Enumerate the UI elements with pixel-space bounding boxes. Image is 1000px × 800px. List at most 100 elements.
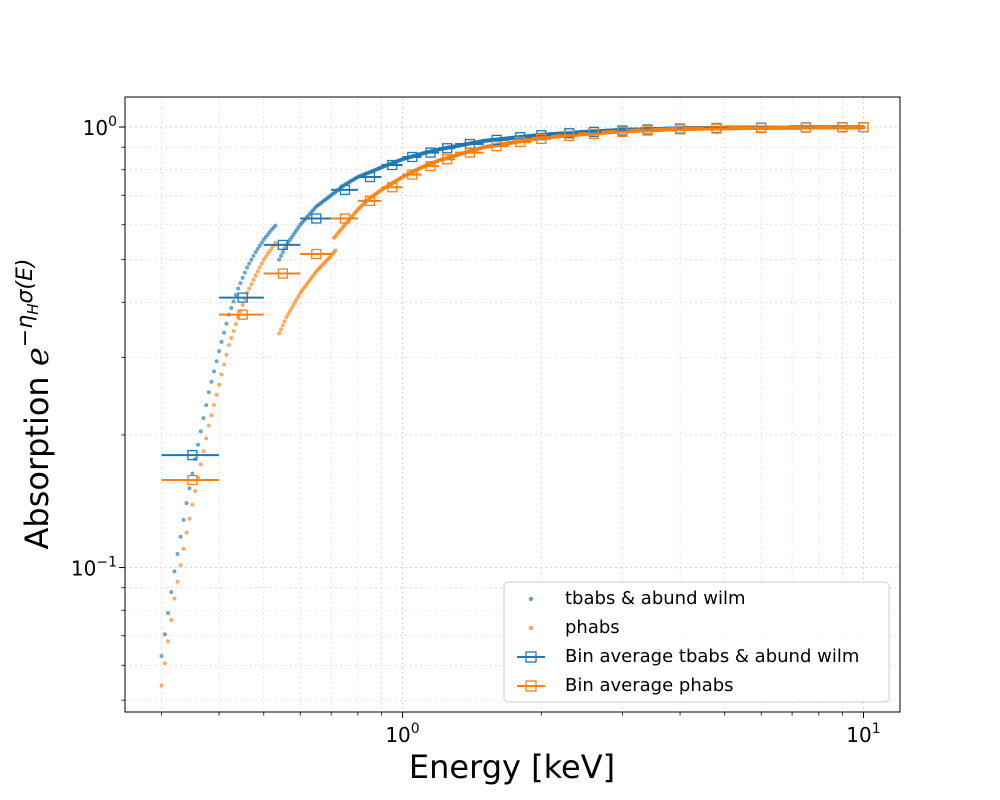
data-point [261, 257, 266, 262]
bin-marker [642, 125, 653, 136]
data-point [257, 265, 262, 270]
data-point [240, 302, 245, 307]
data-point [172, 569, 177, 574]
data-point [279, 253, 284, 258]
y-axis-label: Absorption e−ηHσ(E) [13, 258, 56, 549]
data-point [166, 639, 171, 644]
bin-marker [858, 122, 869, 133]
bin-marker [237, 309, 248, 320]
data-point [212, 369, 217, 374]
bin-marker [536, 133, 547, 145]
data-point [229, 306, 234, 311]
data-point [190, 502, 195, 507]
legend-label: Bin average tbabs & abund wilm [565, 646, 859, 667]
bin-marker [387, 182, 398, 193]
data-point [294, 296, 299, 301]
data-point [333, 248, 338, 253]
data-point [224, 321, 229, 326]
data-point [190, 471, 195, 476]
data-point [214, 359, 219, 364]
data-point [196, 442, 201, 447]
ticks [119, 126, 864, 718]
bin-marker [491, 140, 502, 152]
data-point [280, 323, 285, 328]
data-point [291, 302, 296, 307]
data-point [206, 390, 211, 395]
x-axis-label: Energy [keV] [409, 748, 615, 786]
legend-box [503, 581, 890, 703]
legend-marker-tbabs [528, 596, 534, 602]
data-point [245, 265, 250, 270]
data-layer [159, 122, 869, 688]
bin-marker [311, 213, 322, 224]
data-point [257, 243, 262, 248]
bin-marker [442, 154, 453, 165]
data-point [204, 403, 209, 408]
bin-marker [564, 130, 575, 141]
bin-marker [277, 239, 288, 251]
bin-marker [187, 474, 198, 486]
bin-marker [407, 169, 418, 180]
data-point [187, 486, 192, 491]
x-tick-label: 101 [846, 721, 880, 747]
legend-marker-phabs [528, 625, 534, 631]
data-point [217, 349, 222, 354]
data-point [251, 253, 256, 258]
data-point [273, 223, 278, 228]
data-point [209, 413, 214, 418]
data-point [222, 362, 227, 367]
legend: tbabs & abund wilm phabs Bin average tba… [503, 581, 890, 703]
data-point [282, 319, 287, 324]
data-point [255, 269, 260, 274]
bin-marker [711, 123, 722, 134]
data-point [169, 590, 174, 595]
data-point [280, 250, 285, 255]
data-point [181, 546, 186, 551]
data-point [201, 449, 206, 454]
bin-marker [464, 147, 476, 158]
data-point [193, 489, 198, 494]
data-point [255, 246, 260, 251]
data-point [198, 429, 203, 434]
bin-marker [800, 122, 812, 133]
data-point [273, 240, 278, 245]
legend-label: Bin average phabs [565, 675, 734, 696]
data-point [247, 286, 252, 291]
data-point [293, 299, 298, 304]
y-tick-label: 100 [83, 114, 117, 140]
data-point [238, 281, 243, 286]
data-point [224, 352, 229, 357]
data-point [209, 379, 214, 384]
data-point [277, 331, 282, 336]
bin-marker [674, 124, 686, 135]
data-point [159, 653, 164, 658]
data-point [214, 392, 219, 397]
bin-marker [364, 171, 376, 183]
x-tick-label: 100 [385, 721, 419, 747]
bin-marker [277, 268, 288, 279]
data-point [166, 611, 171, 616]
bin-marker [364, 195, 376, 206]
plot-frame [124, 96, 901, 713]
data-point [277, 257, 282, 262]
data-point [219, 339, 224, 344]
legend-marker-bin-tbabs [525, 651, 537, 663]
data-point [289, 305, 294, 310]
legend-marker-bin-phabs [525, 680, 537, 692]
bin-marker [837, 122, 848, 133]
bin-marker [756, 122, 767, 134]
data-point [279, 327, 284, 332]
data-point [242, 270, 247, 275]
y-tick-label: 10−1 [71, 555, 117, 581]
data-point [253, 250, 258, 255]
data-point [229, 335, 234, 340]
bin-marker [617, 126, 628, 138]
data-point [259, 261, 264, 266]
data-point [178, 563, 183, 568]
bin-marker [442, 143, 453, 154]
bin-marker [588, 128, 599, 140]
data-point [249, 282, 254, 287]
data-point [181, 517, 186, 522]
data-point [206, 423, 211, 428]
data-point [175, 551, 180, 556]
